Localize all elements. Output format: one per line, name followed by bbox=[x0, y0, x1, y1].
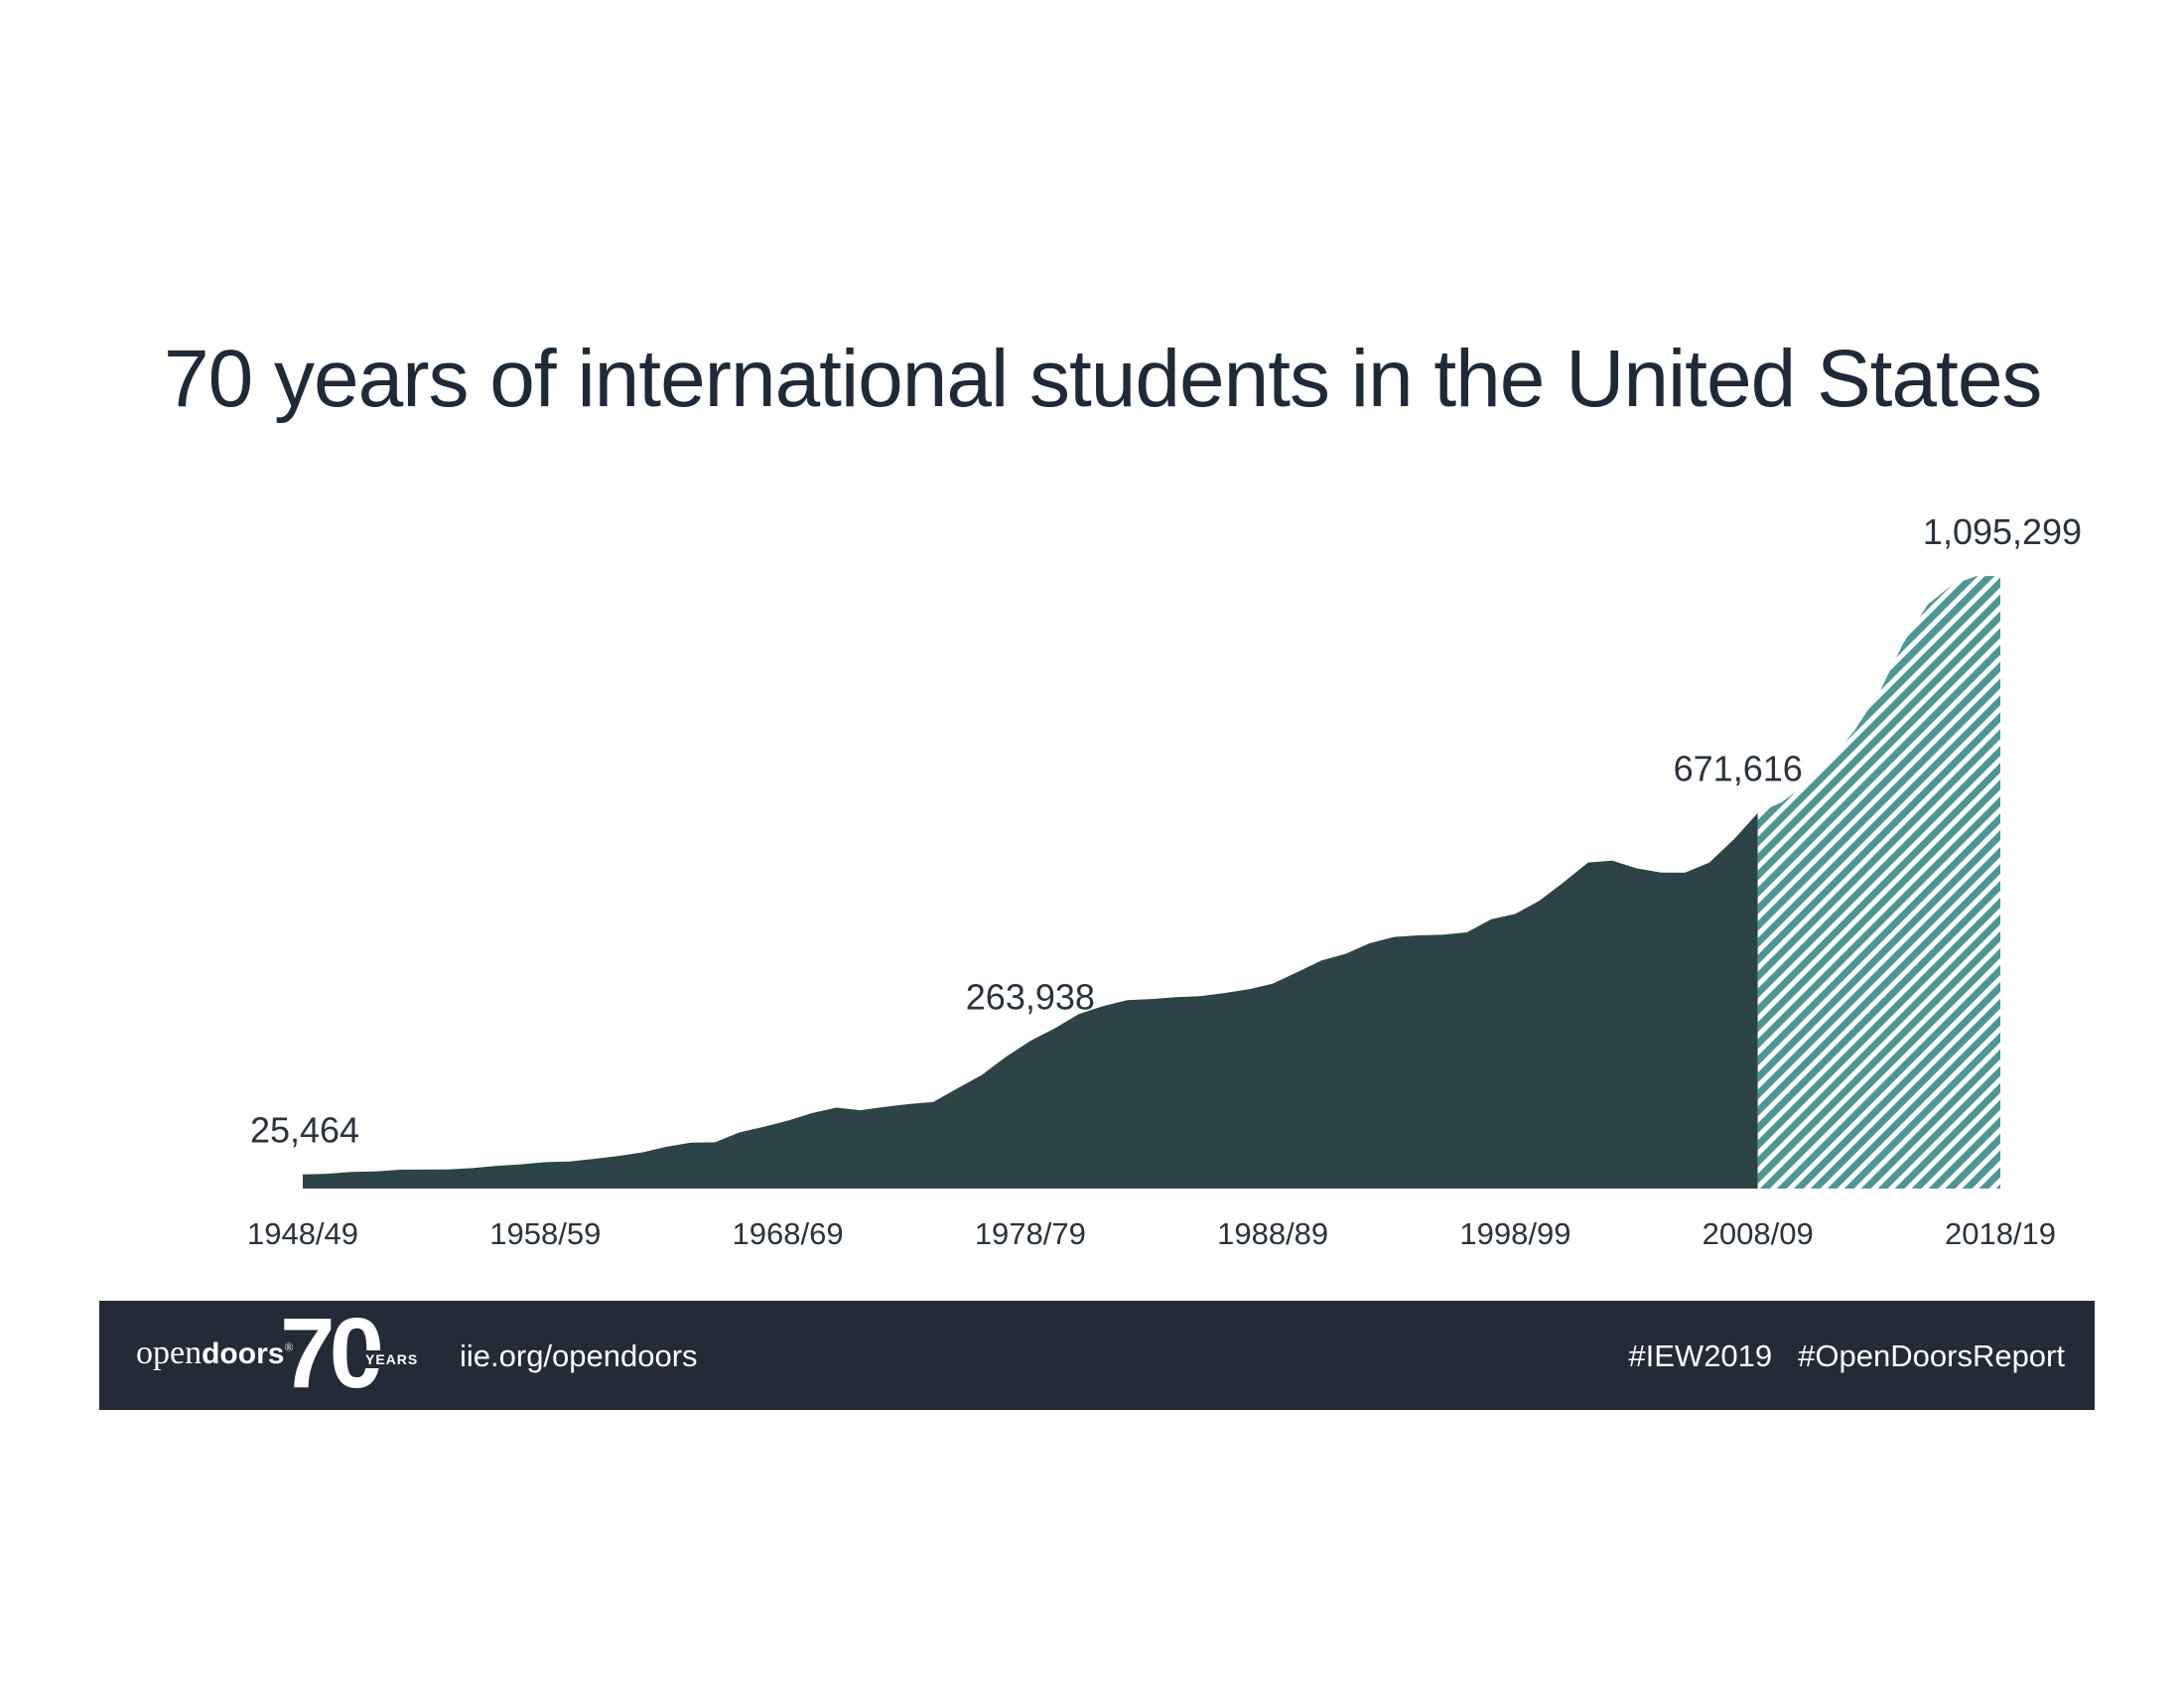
chart-title: 70 years of international students in th… bbox=[164, 334, 2042, 424]
data-label-3: 1,095,299 bbox=[1923, 511, 2082, 552]
chart-area: 25,464 263,938 671,616 1,095,299 1948/49 195… bbox=[247, 511, 2082, 1251]
x-tick-label-1: 1958/59 bbox=[489, 1216, 601, 1251]
areas-layer bbox=[303, 576, 2000, 1189]
x-tick-label-0: 1948/49 bbox=[247, 1216, 358, 1251]
data-label-0: 25,464 bbox=[250, 1110, 359, 1151]
x-tick-label-6: 2008/09 bbox=[1703, 1216, 1814, 1251]
seventy-years-logo-label: YEARS bbox=[363, 1350, 421, 1368]
hashtag-opendoorsreport[interactable]: #OpenDoorsReport bbox=[1798, 1338, 2065, 1373]
website-link[interactable]: iie.org/opendoors bbox=[460, 1338, 698, 1373]
x-tick-label-4: 1988/89 bbox=[1217, 1216, 1328, 1251]
hashtags: #IEW2019 #OpenDoorsReport bbox=[1628, 1338, 2065, 1374]
footer-bar: opendoors® 70 YEARS iie.org/opendoors #I… bbox=[99, 1299, 2095, 1410]
data-labels-layer: 25,464 263,938 671,616 1,095,299 bbox=[250, 511, 2082, 1151]
area-series-solid bbox=[303, 812, 1758, 1189]
data-label-2: 671,616 bbox=[1674, 749, 1803, 789]
data-label-1: 263,938 bbox=[966, 976, 1095, 1017]
x-tick-label-5: 1998/99 bbox=[1459, 1216, 1570, 1251]
hashtag-iew2019[interactable]: #IEW2019 bbox=[1628, 1338, 1773, 1373]
x-tick-label-3: 1978/79 bbox=[975, 1216, 1086, 1251]
area-series-hatched bbox=[1757, 576, 2000, 1189]
x-axis-ticks: 1948/49 1958/59 1968/69 1978/79 1988/89 1998/… bbox=[247, 1216, 2056, 1251]
opendoors-logo[interactable]: opendoors® bbox=[136, 1335, 294, 1371]
x-tick-label-7: 2018/19 bbox=[1945, 1216, 2056, 1251]
x-tick-label-2: 1968/69 bbox=[733, 1216, 844, 1251]
